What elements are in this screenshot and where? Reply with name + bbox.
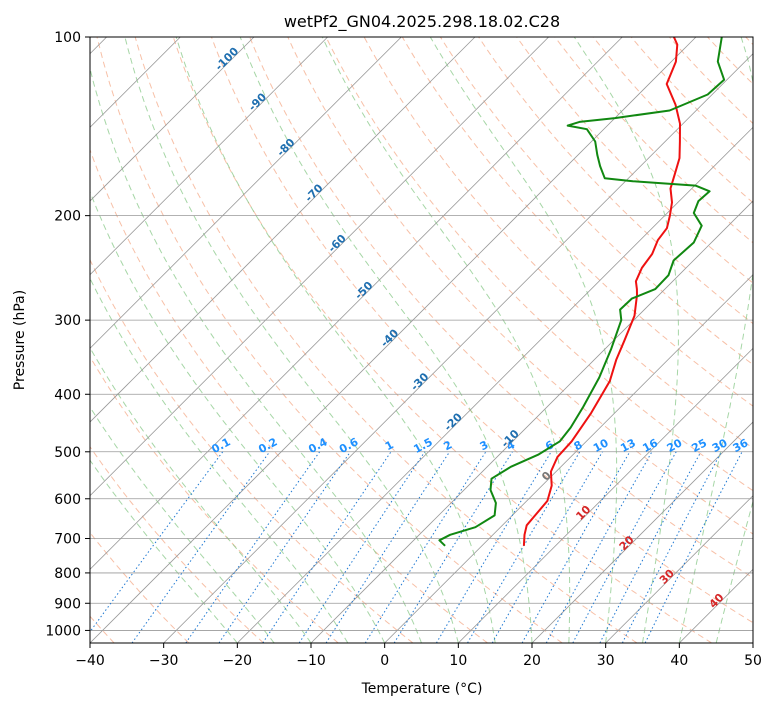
mixing-ratio-line: [468, 452, 580, 643]
moist-adiabat: [679, 37, 761, 643]
mixing-ratio-line: [365, 452, 486, 643]
y-axis-title: Pressure (hPa): [12, 290, 28, 390]
x-tick-label: 20: [523, 653, 541, 669]
isotherm: [0, 37, 254, 643]
x-tick-label: 0: [380, 653, 389, 669]
chart-title: wetPf2_GN04.2025.298.18.02.C28: [284, 12, 560, 32]
moist-adiabat: [17, 37, 348, 643]
dry-adiabat: [746, 37, 775, 643]
line-label: -40: [378, 326, 401, 349]
dry-adiabat: [0, 37, 189, 643]
mixing-ratio-line: [299, 452, 425, 643]
dry-adiabat: [669, 37, 775, 643]
mixing-ratio-label: 36: [731, 436, 751, 455]
dry-adiabat: [0, 37, 338, 643]
mixing-ratio-label: 20: [665, 436, 685, 455]
x-tick-label: −10: [296, 653, 326, 669]
x-tick-label: 10: [449, 653, 467, 669]
dry-adiabat: [59, 37, 488, 643]
sounding-profiles: [439, 37, 724, 546]
mixing-ratio-label: 1.5: [411, 435, 434, 456]
mixing-ratio-label: 2: [441, 438, 454, 453]
moist-adiabat: [0, 37, 274, 643]
moist-adiabat: [125, 37, 458, 643]
mixing-ratio-label: 30: [710, 436, 730, 455]
mixing-ratio-label: 10: [591, 436, 611, 455]
isotherm: [0, 37, 475, 643]
mixing-ratio-label: 16: [640, 436, 660, 455]
moist-adiabat: [716, 37, 775, 643]
line-label: -80: [274, 136, 297, 159]
mixing-ratio-line: [263, 452, 391, 643]
isotherm: [458, 37, 775, 643]
y-tick-label: 400: [54, 387, 81, 403]
mixing-ratio-line: [219, 452, 350, 643]
x-axis-title: Temperature (°C): [361, 681, 483, 697]
line-label: -50: [352, 279, 375, 302]
dry-adiabat: [593, 37, 775, 643]
line-label: 20: [617, 533, 637, 553]
moist-adiabat: [322, 37, 569, 643]
y-tick-label: 1000: [45, 623, 81, 639]
isotherm: [0, 37, 328, 643]
line-label: -30: [408, 370, 431, 393]
dry-adiabat: [708, 37, 775, 643]
isotherm: [16, 37, 622, 643]
line-label: -100: [213, 45, 242, 74]
dry-adiabat: [555, 37, 775, 643]
y-tick-label: 700: [54, 532, 81, 548]
dry-adiabat: [440, 37, 775, 643]
y-tick-label: 300: [54, 313, 81, 329]
isotherm: [0, 37, 401, 643]
x-axis: −40 −30 −20 −10 0 10 20 30 40 50: [75, 643, 762, 669]
moist-adiabat: [176, 37, 495, 643]
line-label: -90: [246, 90, 269, 113]
x-tick-label: 50: [744, 653, 762, 669]
line-label: -10: [499, 427, 522, 450]
line-label: -70: [302, 181, 325, 204]
mixing-ratio-label: 0.4: [306, 435, 330, 456]
isotherm: [679, 37, 775, 643]
mixing-ratio-line: [326, 452, 450, 643]
dry-adiabat: [21, 37, 413, 643]
y-tick-label: 600: [54, 492, 81, 508]
y-axis: 100 200 300 400 500 600 700 800 900 1000: [45, 30, 90, 639]
mixing-ratio-line: [436, 452, 551, 643]
mixing-ratio-label: 0.1: [209, 435, 232, 456]
moist-adiabat: [0, 37, 311, 643]
mixing-ratio-label: 8: [572, 438, 585, 453]
y-tick-label: 100: [54, 30, 81, 46]
y-tick-label: 900: [54, 596, 81, 612]
mixing-ratio-label: 25: [689, 436, 709, 455]
line-label: -60: [326, 232, 349, 255]
dry-adiabat: [97, 37, 562, 643]
temperature-profile: [524, 37, 680, 546]
y-tick-label: 500: [54, 445, 81, 461]
x-tick-label: 40: [670, 653, 688, 669]
line-label: 30: [657, 567, 677, 587]
plot-frame: [90, 37, 753, 643]
line-label: 40: [707, 591, 727, 611]
y-tick-label: 800: [54, 566, 81, 582]
isotherm: [753, 37, 775, 643]
x-tick-label: −40: [75, 653, 105, 669]
dry-adiabat: [212, 37, 775, 643]
x-tick-label: −20: [223, 653, 253, 669]
moist-adiabat: [0, 37, 237, 643]
mixing-ratio-line: [82, 452, 223, 643]
x-tick-label: −30: [149, 653, 179, 669]
x-tick-label: 30: [597, 653, 615, 669]
dry-adiabat: [0, 37, 264, 643]
dry-adiabat: [517, 37, 775, 643]
mixing-ratio-label: 1: [383, 438, 396, 453]
y-tick-label: 200: [54, 209, 81, 225]
line-label: -20: [442, 410, 465, 433]
isotherm: [237, 37, 775, 643]
mixing-ratio-label: 0.6: [337, 435, 361, 456]
dewpoint-profile: [439, 37, 724, 546]
mixing-ratio-line: [600, 452, 701, 643]
